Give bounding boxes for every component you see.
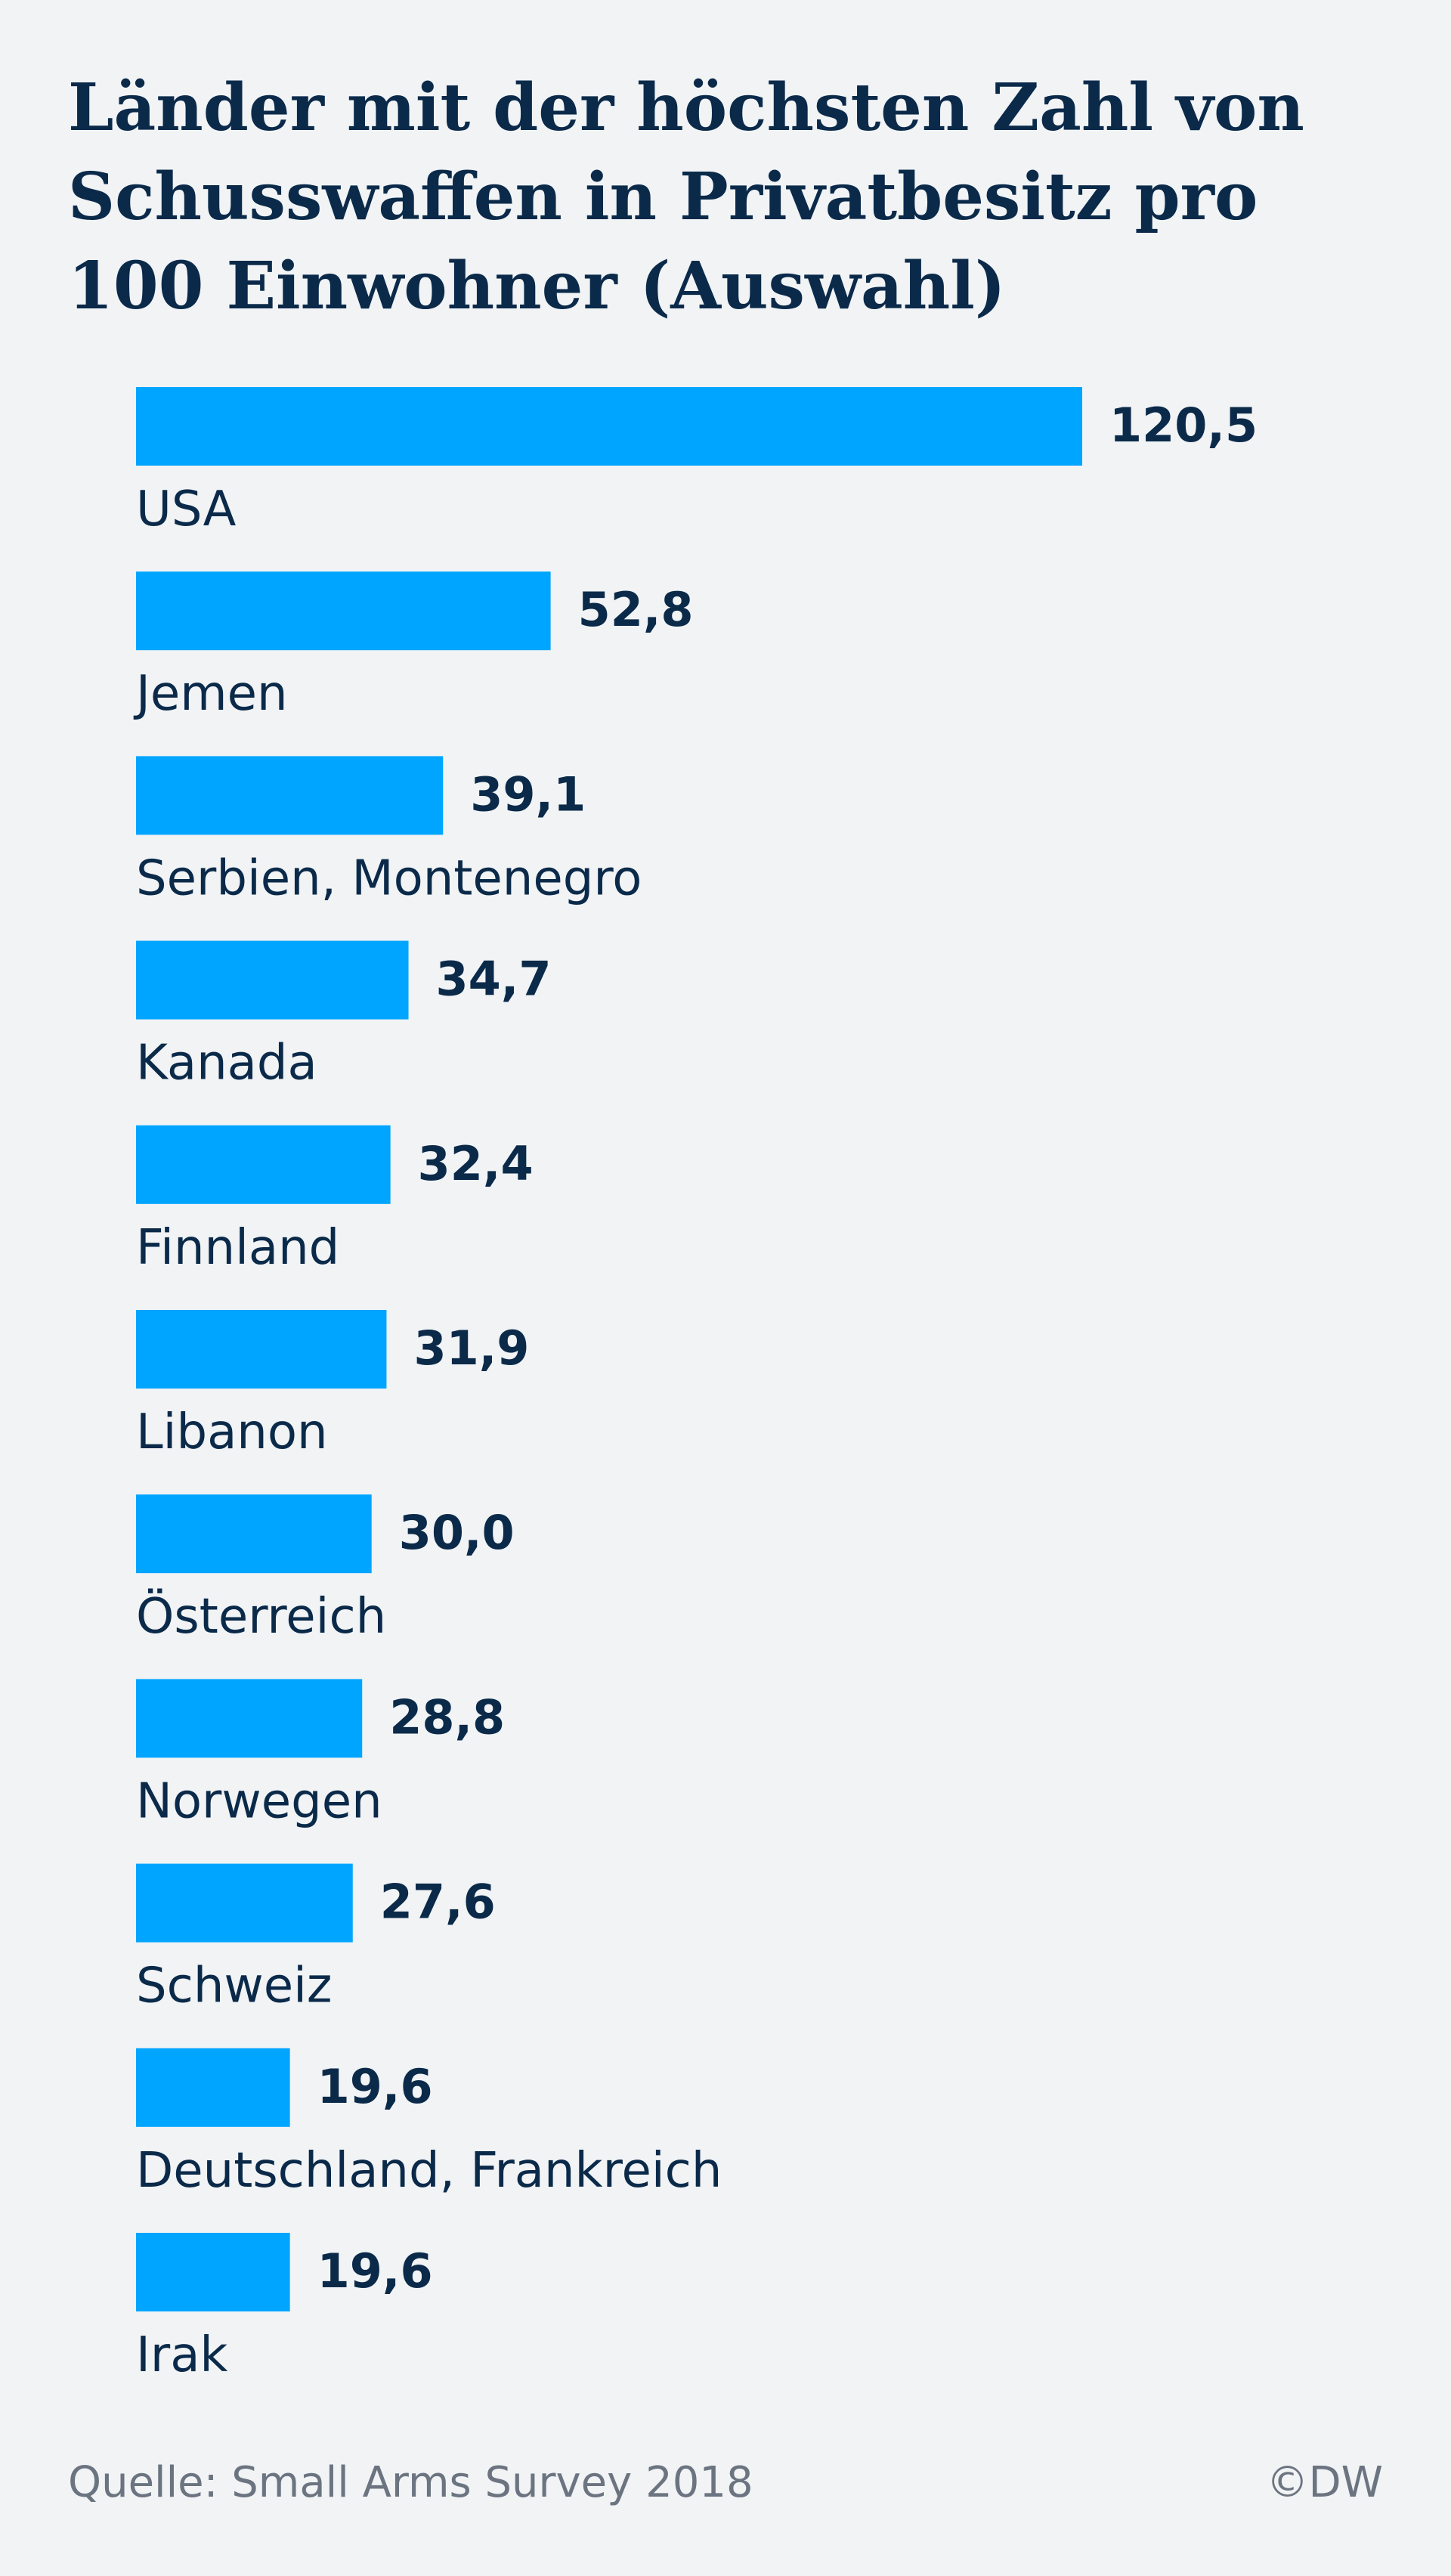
value-label-9: 19,6 [317,2059,433,2114]
value-label-2: 39,1 [470,766,586,822]
value-label-7: 28,8 [389,1689,505,1745]
bar-9 [136,2048,290,2127]
value-label-5: 31,9 [413,1321,529,1376]
value-label-10: 19,6 [317,2243,433,2299]
value-label-4: 32,4 [418,1136,534,1191]
category-label-1: Jemen [133,666,288,722]
category-label-3: Kanada [136,1036,317,1091]
category-label-2: Serbien, Montenegro [136,850,642,906]
bar-2 [136,756,444,835]
category-label-4: Finnland [136,1220,339,1276]
source-note: Quelle: Small Arms Survey 2018 [68,2458,753,2507]
category-label-0: USA [136,481,237,537]
category-label-6: Österreich [136,1588,386,1645]
bar-4 [136,1125,391,1204]
credit-label: ©DW [1266,2458,1384,2507]
bar-5 [136,1310,387,1389]
category-label-5: Libanon [136,1404,328,1460]
value-label-8: 27,6 [380,1875,496,1930]
bar-1 [136,571,551,651]
category-label-9: Deutschland, Frankreich [136,2143,722,2199]
bar-10 [136,2233,290,2311]
value-label-1: 52,8 [578,582,694,637]
value-label-6: 30,0 [399,1505,515,1560]
category-label-7: Norwegen [136,1773,382,1829]
bar-chart: 120,5 USA 52,8 Jemen 39,1 Serbien, Montenegro… [133,387,1258,2383]
chart-title: Länder mit der höchsten Zahl von Schussw… [68,70,1304,324]
category-label-10: Irak [136,2327,227,2383]
category-label-8: Schweiz [136,1958,332,2014]
bar-8 [136,1863,353,1943]
value-label-3: 34,7 [436,952,552,1007]
bar-7 [136,1679,363,1758]
bar-6 [136,1494,372,1574]
bar-0 [136,387,1082,466]
value-label-0: 120,5 [1109,398,1258,453]
bar-3 [136,940,409,1020]
